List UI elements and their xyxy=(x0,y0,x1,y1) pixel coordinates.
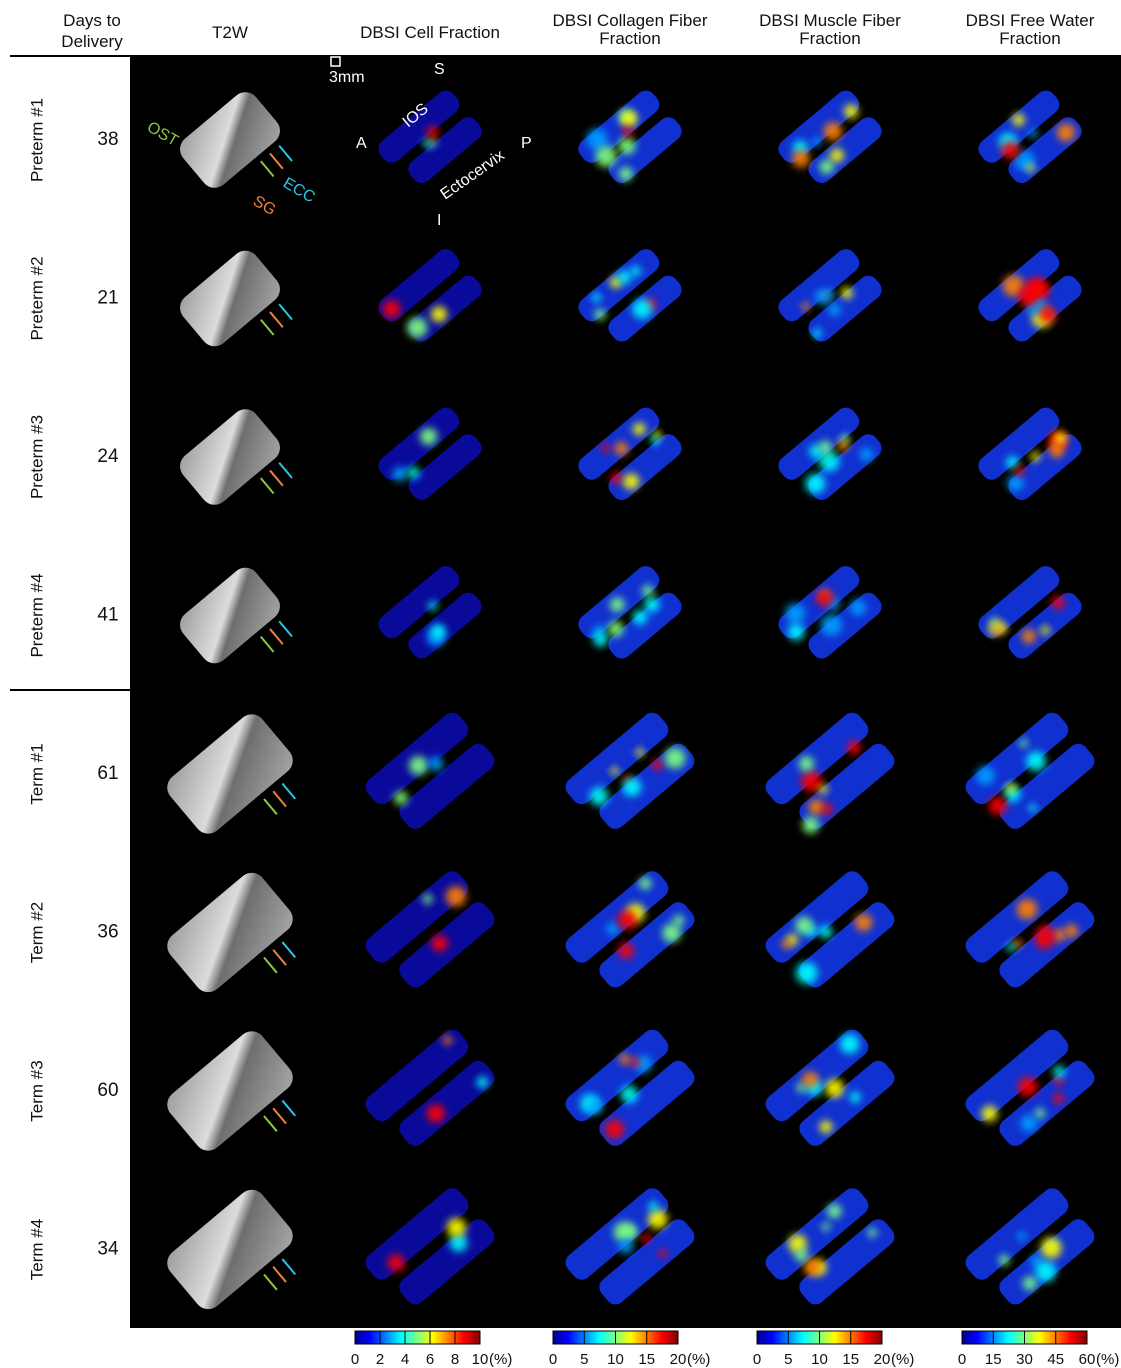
column-header: T2W xyxy=(212,23,248,42)
days-value: 41 xyxy=(97,605,118,626)
column-header: DBSI Collagen Fiber xyxy=(553,11,708,30)
column-header: DBSI Muscle Fiber xyxy=(759,11,901,30)
colorbar-tick-label: 0 xyxy=(351,1351,359,1368)
days-value: 61 xyxy=(97,763,118,784)
colorbar-tick-label: 15 xyxy=(638,1351,655,1368)
days-value: 34 xyxy=(97,1239,119,1260)
colorbar-unit: (%) xyxy=(891,1351,914,1368)
colorbar-unit: (%) xyxy=(489,1351,512,1368)
colorbar-tick-label: 20 xyxy=(670,1351,687,1368)
direction-label: I xyxy=(437,212,441,229)
colorbar-tick-label: 5 xyxy=(784,1351,792,1368)
days-value: 60 xyxy=(97,1080,118,1101)
row-label: Preterm #3 xyxy=(27,415,46,499)
column-header: Fraction xyxy=(599,29,660,48)
row-label: Preterm #1 xyxy=(27,98,46,182)
colorbar-tick-label: 30 xyxy=(1016,1351,1033,1368)
colorbar-unit: (%) xyxy=(687,1351,710,1368)
colorbar-tick-label: 20 xyxy=(874,1351,891,1368)
colorbar xyxy=(355,1331,480,1344)
scale-label: 3mm xyxy=(329,69,365,86)
colorbar-tick-label: 8 xyxy=(451,1351,459,1368)
days-value: 36 xyxy=(97,922,118,943)
colorbar-unit: (%) xyxy=(1096,1351,1119,1368)
colorbar-tick-label: 10 xyxy=(607,1351,624,1368)
figure: Days to Delivery T2W DBSI Cell Fraction DB… xyxy=(0,0,1121,1368)
colorbar-tick-label: 60 xyxy=(1079,1351,1096,1368)
row-label: Preterm #2 xyxy=(27,256,46,340)
direction-label: S xyxy=(434,61,445,78)
row-label: Term #4 xyxy=(27,1219,46,1280)
colorbar-tick-label: 6 xyxy=(426,1351,434,1368)
colorbar-tick-label: 10 xyxy=(472,1351,489,1368)
direction-label: A xyxy=(356,135,367,152)
direction-label: P xyxy=(521,135,532,152)
row-label: Term #3 xyxy=(27,1060,46,1121)
row-label: Term #1 xyxy=(27,743,46,804)
colorbar-tick-label: 0 xyxy=(549,1351,557,1368)
column-header: Fraction xyxy=(999,29,1060,48)
colorbar-tick-label: 15 xyxy=(985,1351,1002,1368)
days-value: 24 xyxy=(97,446,119,467)
row-label: Term #2 xyxy=(27,902,46,963)
days-value: 21 xyxy=(97,288,118,309)
colorbar-tick-label: 4 xyxy=(401,1351,409,1368)
header-label: Delivery xyxy=(61,32,123,51)
header-label: Days to xyxy=(63,11,121,30)
colorbar-tick-label: 0 xyxy=(958,1351,966,1368)
figure-canvas: Days to Delivery T2W DBSI Cell Fraction DB… xyxy=(0,0,1121,1368)
column-header: DBSI Cell Fraction xyxy=(360,23,500,42)
column-header: DBSI Free Water xyxy=(966,11,1095,30)
row-label: Preterm #4 xyxy=(27,573,46,657)
colorbar-tick-label: 0 xyxy=(753,1351,761,1368)
colorbar-tick-label: 15 xyxy=(842,1351,859,1368)
colorbar-tick-label: 45 xyxy=(1047,1351,1064,1368)
colorbar-tick-label: 5 xyxy=(580,1351,588,1368)
colorbar-tick-label: 2 xyxy=(376,1351,384,1368)
colorbar-tick-label: 10 xyxy=(811,1351,828,1368)
days-value: 38 xyxy=(97,129,118,150)
column-header: Fraction xyxy=(799,29,860,48)
